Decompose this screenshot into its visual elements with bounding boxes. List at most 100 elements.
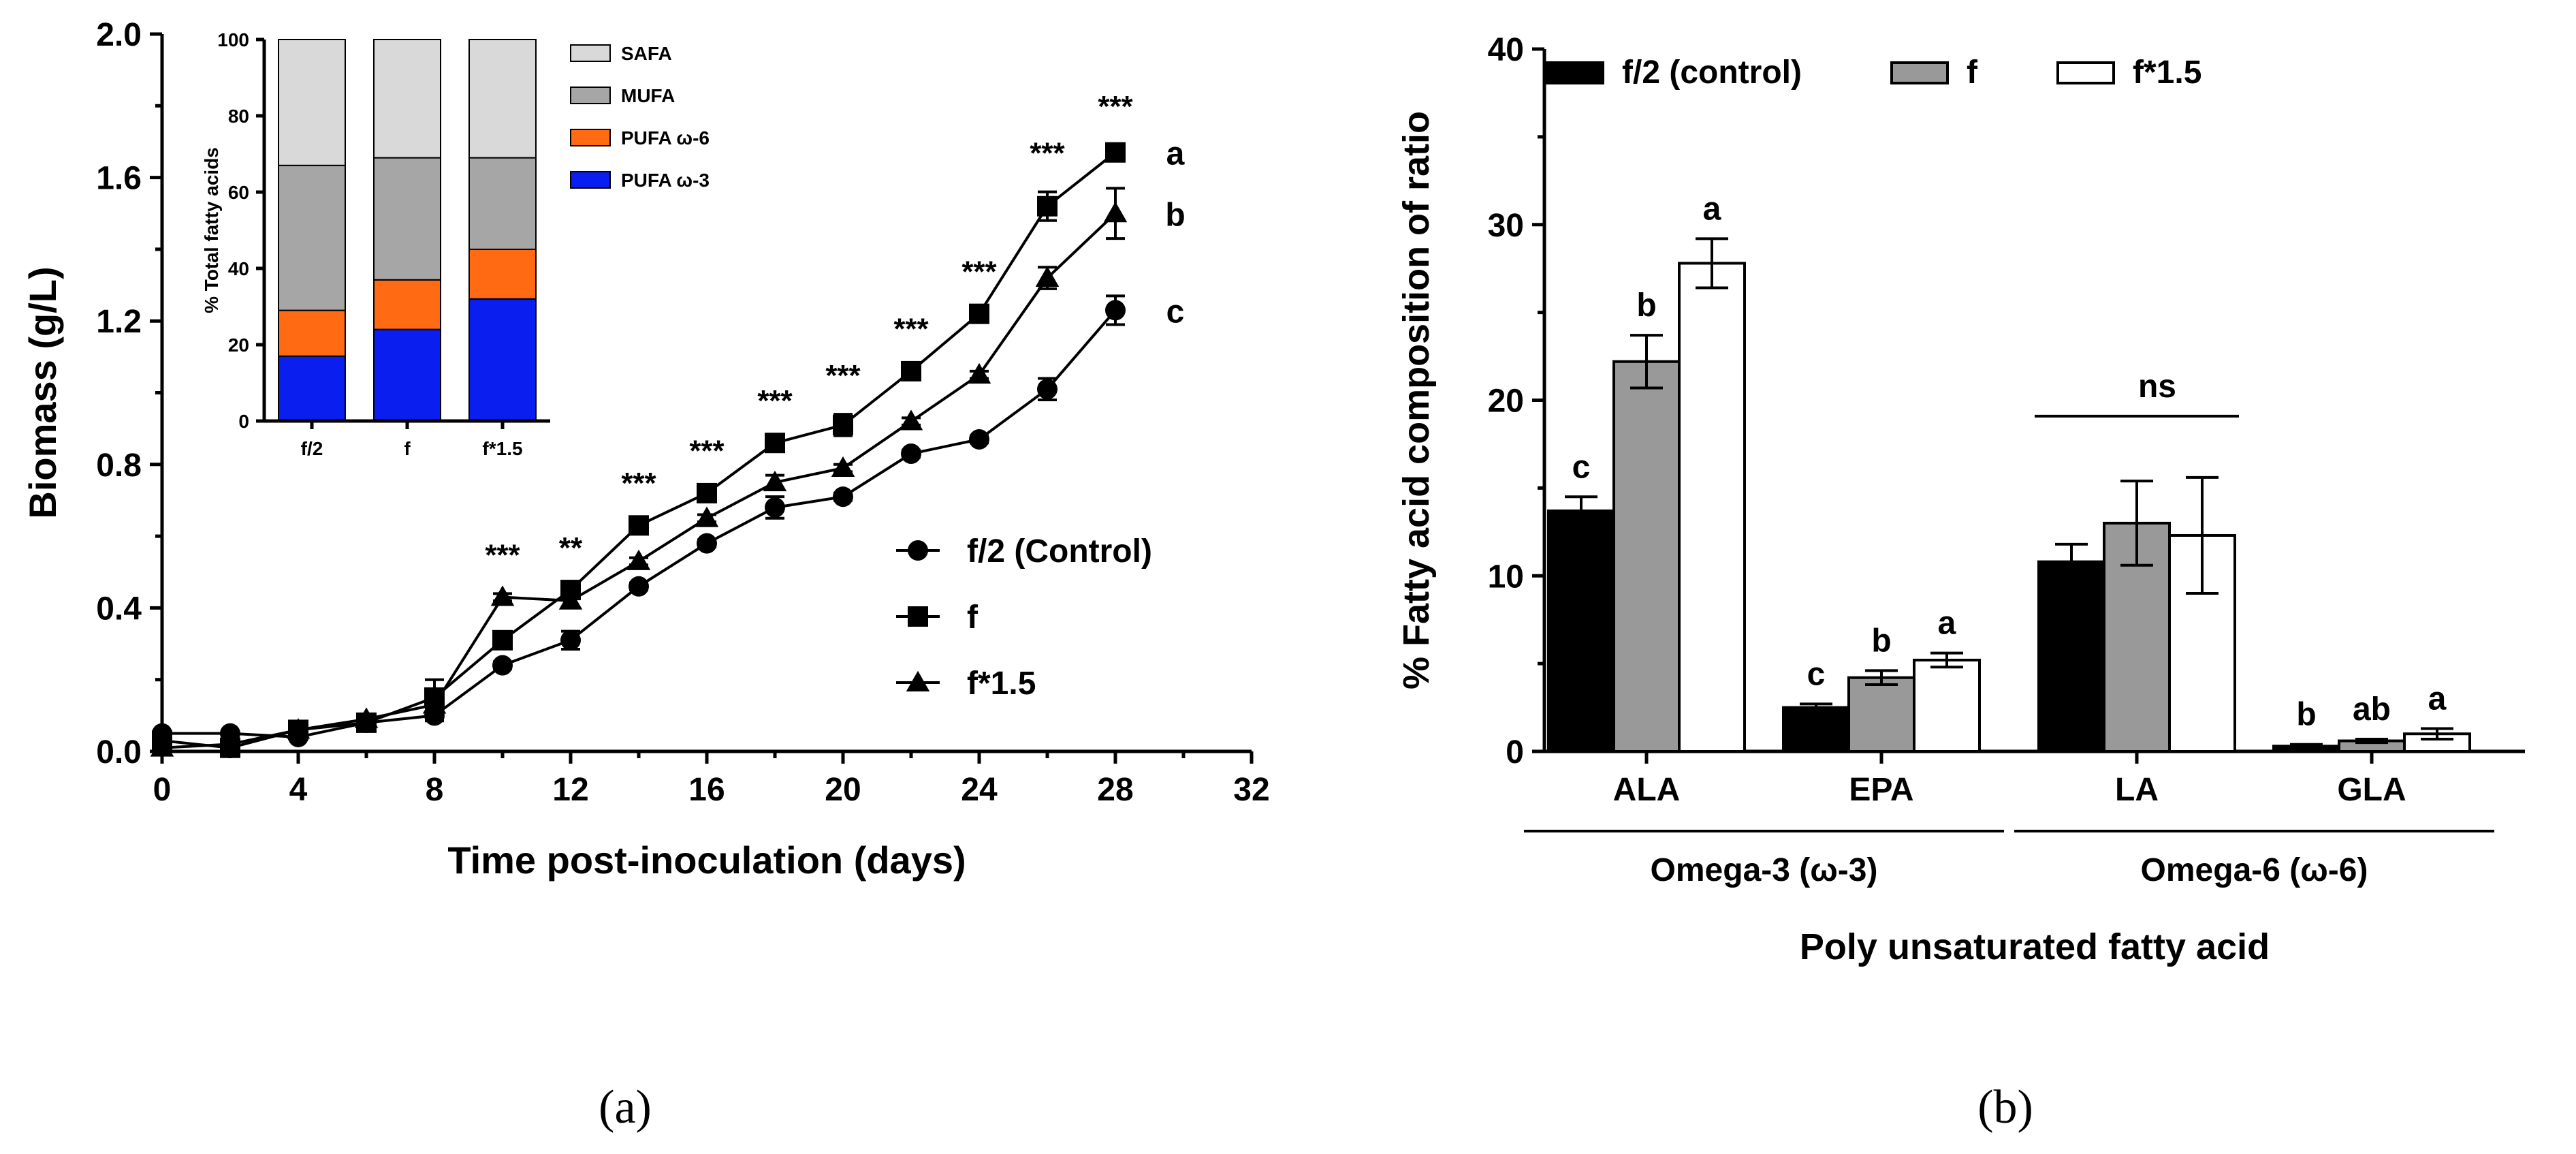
b-error-bar (2290, 743, 2323, 749)
a-y-tick-label: 1.6 (96, 161, 142, 197)
a-x-tick-label: 16 (688, 772, 725, 808)
a-point (765, 497, 785, 518)
b-y-axis-label: % Fatty acid composition of ratio (1396, 111, 1437, 689)
inset-bar-segment (373, 157, 441, 281)
b-legend-swatch (2056, 61, 2115, 84)
a-x-tick-label: 12 (552, 772, 588, 808)
b-group-label: Omega-6 (ω-6) (2141, 852, 2368, 888)
a-point (765, 433, 785, 454)
inset-bar-segment (468, 157, 537, 250)
a-point (218, 732, 242, 753)
a-point (560, 629, 581, 651)
b-ns-label: ns (2138, 369, 2176, 405)
inset-y-tick-label: 80 (228, 106, 249, 127)
b-significance-letter: ab (2353, 691, 2391, 728)
inset-bar-segment (373, 279, 441, 330)
a-point (629, 576, 649, 597)
b-error-bar (1800, 702, 1832, 713)
b-error-bar (1865, 669, 1898, 687)
b-legend-swatch (1546, 61, 1604, 84)
inset-bar-segment (468, 249, 537, 300)
panel-label-b: (b) (1977, 1081, 2033, 1134)
b-significance-letter: b (1871, 623, 1891, 659)
a-significance-label: *** (621, 467, 656, 500)
b-group-label: Omega-3 (ω-3) (1651, 852, 1878, 888)
a-point (969, 303, 989, 324)
b-bar (1913, 658, 1981, 753)
b-error-bar (1630, 334, 1663, 390)
a-point (833, 486, 853, 508)
a-point (1105, 142, 1126, 163)
a-point (422, 693, 447, 714)
inset-legend-label: MUFA (621, 85, 675, 106)
a-significance-label: *** (1098, 90, 1133, 123)
b-x-tick-label: EPA (1849, 772, 1913, 808)
inset-bar-segment (278, 164, 346, 311)
b-bar (1678, 262, 1746, 753)
b-x-tick-label: LA (2115, 772, 2159, 808)
inset-x-tick-label: f/2 (301, 438, 323, 459)
inset-legend-swatch (570, 129, 611, 146)
a-significance-label: *** (1030, 137, 1065, 170)
b-error-bar (1696, 237, 1728, 290)
b-error-bar (1930, 651, 1963, 669)
a-point (1037, 196, 1058, 217)
b-x-tick-label: ALA (1613, 772, 1681, 808)
b-error-bar (2055, 542, 2088, 581)
b-error-bar (1565, 495, 1597, 527)
a-point (492, 629, 513, 651)
a-legend-marker (908, 540, 928, 561)
inset-bar-segment (278, 39, 346, 166)
a-significance-label: *** (689, 435, 725, 468)
inset-y-axis-label: % Total fatty acids (201, 147, 222, 313)
a-point (833, 414, 853, 435)
b-bar (1612, 360, 1681, 753)
b-legend-label: f*1.5 (2133, 54, 2201, 91)
a-series-letter: b (1165, 197, 1185, 233)
a-point (150, 736, 174, 757)
a-point (354, 707, 379, 728)
a-point (558, 589, 583, 610)
inset-legend-label: PUFA ω-6 (621, 127, 710, 149)
b-bar (1782, 706, 1850, 753)
a-y-tick-label: 1.2 (96, 304, 142, 340)
a-significance-label: *** (485, 538, 520, 572)
a-point (286, 718, 311, 739)
a-point (1037, 379, 1058, 400)
b-significance-letter: a (1938, 606, 1956, 642)
a-significance-label: *** (757, 384, 793, 418)
a-point (901, 443, 921, 465)
a-significance-label: *** (893, 313, 929, 346)
a-point (1103, 202, 1128, 223)
inset-y-tick-label: 60 (228, 182, 249, 203)
a-x-tick-label: 8 (426, 772, 444, 808)
b-bar (1847, 676, 1915, 753)
inset-legend-swatch (570, 171, 611, 189)
a-point (697, 533, 717, 554)
inset-legend-swatch (570, 87, 611, 104)
a-point (695, 506, 719, 527)
inset-legend-label: PUFA ω-3 (621, 170, 710, 191)
b-x-axis-label: Poly unsaturated fatty acid (1800, 926, 2270, 967)
a-point (899, 409, 923, 431)
b-bar (1547, 509, 1615, 753)
a-y-tick-label: 0.4 (96, 591, 142, 627)
a-point (626, 549, 651, 570)
b-significance-letter: c (1807, 656, 1826, 692)
a-point (967, 362, 991, 384)
a-significance-label: ** (559, 531, 583, 565)
a-series-letter: a (1166, 136, 1185, 172)
inset-x-tick-label: f (404, 438, 411, 459)
a-point (1105, 300, 1126, 321)
inset-bar-segment (278, 355, 346, 422)
a-legend-label: f (967, 599, 979, 636)
a-point (831, 456, 855, 478)
b-significance-letter: a (1703, 191, 1721, 227)
b-y-tick-label: 20 (1488, 384, 1524, 420)
a-point (490, 585, 515, 606)
a-legend-marker (908, 606, 928, 627)
b-y-tick-label: 30 (1488, 208, 1524, 244)
a-point (629, 515, 649, 536)
b-legend-label: f/2 (control) (1622, 54, 1802, 91)
